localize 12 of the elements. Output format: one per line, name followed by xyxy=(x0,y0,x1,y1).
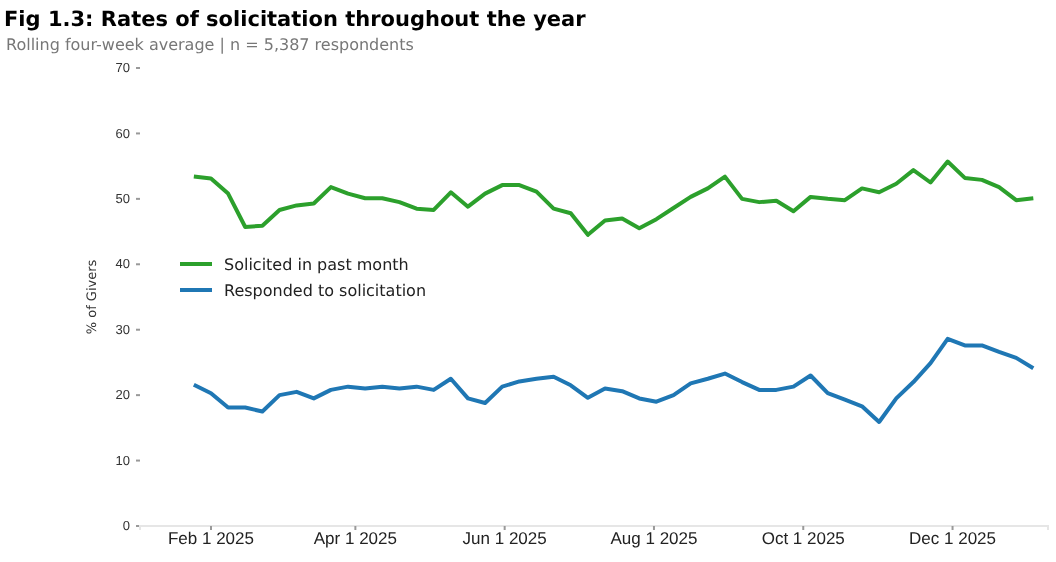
x-tick-label: Jun 1 2025 xyxy=(462,528,548,549)
legend-label: Responded to solicitation xyxy=(224,282,427,300)
chart-subtitle: Rolling four-week average | n = 5,387 respondents xyxy=(6,36,414,54)
x-tick-label: Dec 1 2025 xyxy=(909,528,997,549)
line-series xyxy=(191,159,1036,237)
x-tick-label: Oct 1 2025 xyxy=(761,528,846,549)
legend-label: Solicited in past month xyxy=(224,256,409,274)
chart-title: Fig 1.3: Rates of solicitation throughout the year xyxy=(4,8,588,32)
x-tick-label: Apr 1 2025 xyxy=(313,528,398,549)
x-tick-label: Aug 1 2025 xyxy=(610,528,698,549)
x-tick-label: Feb 1 2025 xyxy=(167,528,255,549)
line-series xyxy=(191,336,1036,424)
